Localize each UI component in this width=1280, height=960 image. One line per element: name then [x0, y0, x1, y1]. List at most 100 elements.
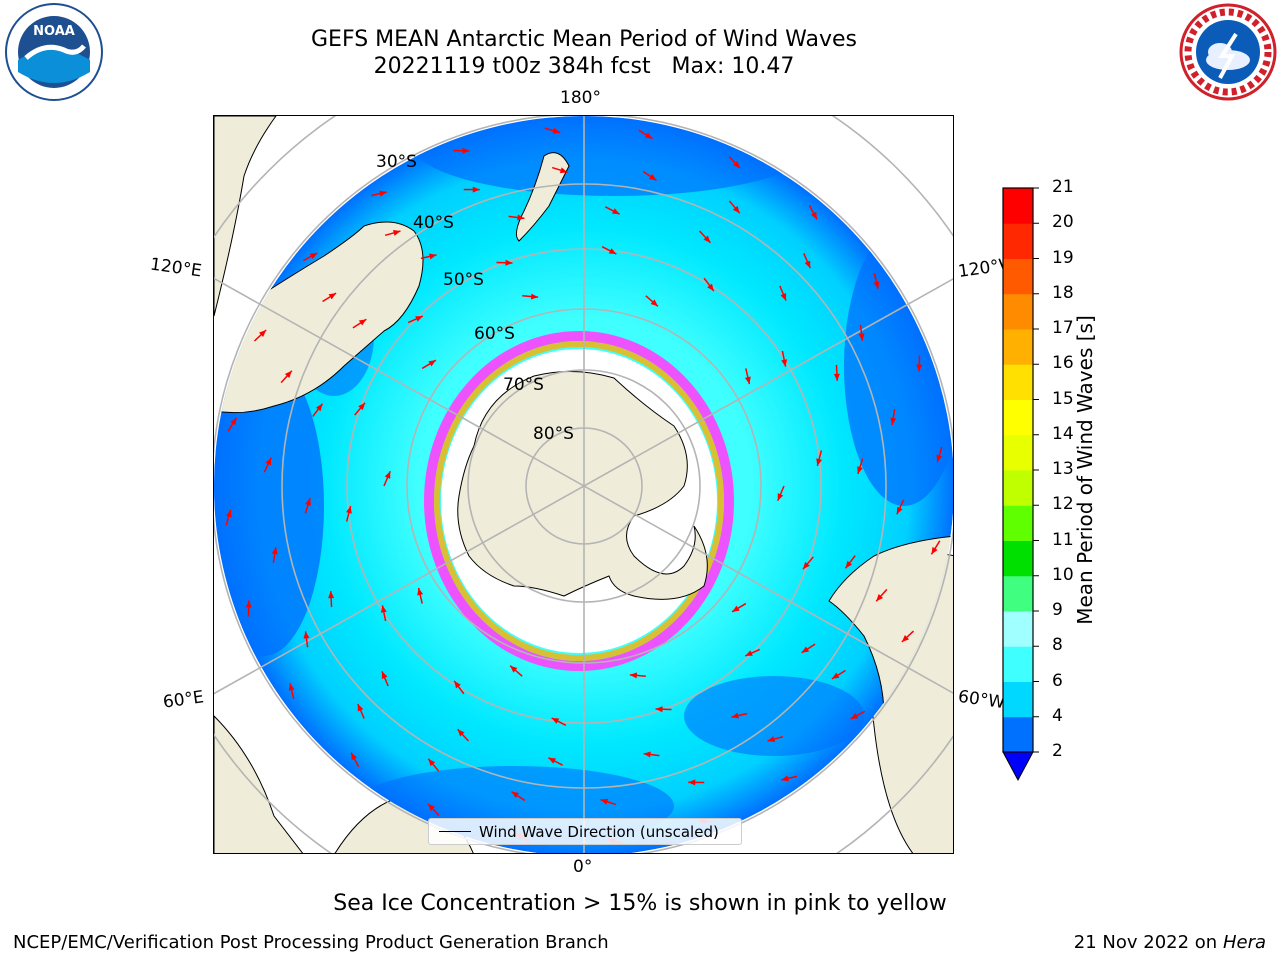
- wind-wave-arrowhead: [732, 205, 740, 214]
- colorbar-segment: [1003, 470, 1033, 506]
- colorbar-segment: [1003, 399, 1033, 436]
- wind-wave-arrowhead: [351, 752, 358, 761]
- wind-wave-arrowhead: [429, 253, 437, 260]
- wind-wave-arrowhead: [733, 160, 740, 169]
- colorbar-segment: [1003, 188, 1033, 224]
- wind-wave-arrowhead: [309, 253, 318, 260]
- lat-label-80s: 80°S: [533, 424, 574, 444]
- footer-date-text: 21 Nov 2022 on: [1073, 932, 1218, 953]
- wind-wave-arrowhead: [802, 561, 810, 570]
- wind-wave-arrowhead: [303, 631, 310, 639]
- wind-wave-arrowhead: [850, 712, 859, 719]
- colorbar-segment: [1003, 575, 1033, 612]
- wind-wave-arrowhead: [245, 600, 252, 608]
- colorbar-tick-label: 16: [1052, 353, 1074, 374]
- wind-wave-arrowhead: [688, 779, 696, 786]
- polar-map: [214, 116, 953, 853]
- colorbar-tick-label: 12: [1052, 494, 1074, 515]
- wind-wave-arrowhead: [328, 591, 335, 599]
- wind-wave-arrowhead: [608, 248, 617, 255]
- colorbar-segment: [1003, 681, 1033, 718]
- wind-wave-arrowhead: [643, 751, 651, 758]
- colorbar-segment: [1003, 646, 1033, 682]
- wind-wave-arrowhead: [271, 547, 278, 555]
- wind-wave-arrowhead: [517, 214, 525, 221]
- wind-wave-arrowhead: [896, 506, 903, 515]
- wind-wave-arrowhead: [781, 359, 788, 367]
- nws-logo: [1179, 3, 1277, 101]
- colorbar-tick-label: 10: [1052, 564, 1074, 585]
- wind-wave-arrowhead: [265, 457, 272, 466]
- lon-label-180: 180°: [560, 88, 601, 108]
- lat-label-50s: 50°S: [443, 270, 484, 290]
- colorbar-tick-label: 11: [1052, 529, 1074, 550]
- footer-credit: NCEP/EMC/Verification Post Processing Pr…: [13, 932, 609, 953]
- wind-wave-arrowhead: [551, 717, 560, 724]
- sea-ice-note: Sea Ice Concentration > 15% is shown in …: [333, 891, 947, 916]
- wind-wave-arrowhead: [703, 235, 711, 243]
- wind-wave-arrowhead: [379, 190, 387, 197]
- wind-wave-arrowhead: [767, 736, 776, 742]
- colorbar-tick-label: 14: [1052, 423, 1074, 444]
- wind-wave-arrowhead: [731, 712, 739, 719]
- colorbar-segment: [1003, 611, 1033, 647]
- wind-wave-arrowhead: [873, 281, 880, 289]
- wind-wave-arrowhead: [936, 454, 943, 463]
- wave-patch: [684, 676, 864, 756]
- wind-wave-arrowhead: [801, 646, 810, 653]
- wind-wave-arrowhead: [230, 417, 237, 426]
- colorbar: [1002, 187, 1039, 782]
- wind-wave-arrowhead: [744, 376, 751, 385]
- colorbar-tick-label: 15: [1052, 388, 1074, 409]
- graticule: [214, 116, 953, 853]
- colorbar-tick-label: 9: [1052, 600, 1063, 620]
- wind-wave-arrowhead: [530, 293, 539, 300]
- land-corner-top-left: [214, 116, 277, 317]
- lat-label-30s: 30°S: [376, 152, 417, 172]
- wind-wave-arrowhead: [258, 330, 267, 337]
- wind-wave-arrows: [225, 127, 943, 845]
- colorbar-segment: [1003, 364, 1033, 400]
- colorbar-under-triangle: [1002, 751, 1034, 782]
- wind-wave-arrowhead: [845, 560, 853, 569]
- wind-wave-arrowhead: [655, 706, 663, 713]
- wind-wave-arrowhead: [650, 299, 658, 307]
- colorbar-tick-label: 21: [1052, 177, 1074, 197]
- title-line-1: GEFS MEAN Antarctic Mean Period of Wind …: [311, 27, 857, 52]
- wind-wave-arrowhead: [357, 703, 364, 712]
- wind-wave-arrowhead: [559, 167, 568, 174]
- map-legend: Wind Wave Direction (unscaled): [428, 818, 742, 845]
- colorbar-segment: [1003, 329, 1033, 365]
- wind-wave-arrowhead: [890, 417, 897, 425]
- wind-wave-arrowhead: [288, 683, 295, 691]
- wind-wave-arrowhead: [777, 493, 784, 501]
- wind-wave-arrowhead: [858, 333, 865, 341]
- wind-wave-arrowhead: [644, 132, 653, 139]
- wind-wave-arrowhead: [510, 665, 518, 673]
- wind-wave-arrowhead: [225, 509, 232, 518]
- land-new-zealand: [515, 152, 570, 242]
- wind-wave-arrowhead: [732, 605, 740, 612]
- wind-wave-arrowhead: [358, 319, 367, 326]
- colorbar-label: Mean Period of Wind Waves [s]: [1073, 315, 1097, 625]
- wind-wave-arrowhead: [457, 729, 465, 737]
- footer-host: Hera: [1222, 932, 1266, 953]
- wind-wave-arrowhead: [428, 803, 435, 812]
- legend-label: Wind Wave Direction (unscaled): [479, 823, 719, 841]
- wind-wave-arrowhead: [381, 671, 388, 679]
- wind-wave-arrowhead: [857, 466, 863, 474]
- sea-ice-edge-inner: [434, 341, 724, 661]
- wind-wave-arrowhead: [415, 316, 423, 322]
- colorbar-tick-label: 4: [1052, 705, 1063, 726]
- wind-wave-arrowhead: [315, 403, 323, 412]
- wind-wave-arrowhead: [428, 758, 436, 767]
- wind-wave-arrowhead: [611, 208, 620, 215]
- colorbar-tick-label: 18: [1052, 282, 1074, 303]
- colorbar-tick-label: 6: [1052, 670, 1063, 691]
- land-australia: [214, 221, 424, 414]
- lat-label-40s: 40°S: [413, 213, 454, 233]
- wind-wave-arrowhead: [505, 259, 513, 266]
- wind-wave-arrowhead: [454, 680, 461, 689]
- wind-wave-arrowhead: [384, 471, 391, 479]
- wind-wave-arrowhead: [284, 370, 292, 378]
